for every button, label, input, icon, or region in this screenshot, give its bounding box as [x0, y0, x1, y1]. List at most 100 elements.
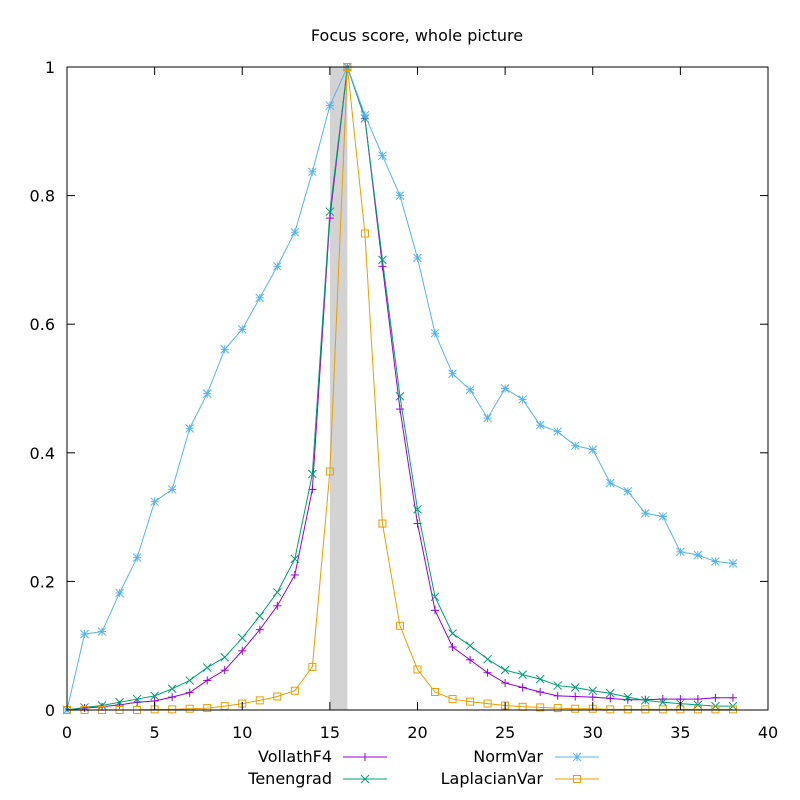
y-tick-label: 0.6 [30, 315, 55, 334]
data-point [606, 705, 615, 714]
data-point [273, 692, 282, 701]
data-point [676, 695, 685, 704]
legend-label: NormVar [473, 747, 543, 766]
data-point [465, 641, 475, 651]
data-point [290, 686, 299, 695]
data-point [483, 654, 492, 664]
x-tick-label: 20 [407, 723, 427, 742]
series-vollathf4 [63, 63, 737, 714]
data-point [518, 683, 527, 692]
x-tick-label: 0 [62, 723, 72, 742]
data-point [641, 705, 650, 714]
data-point [430, 592, 440, 602]
data-point [605, 688, 615, 698]
data-point [395, 191, 405, 200]
data-point [185, 704, 194, 713]
data-point [570, 683, 580, 692]
series-line [67, 66, 733, 711]
data-point [711, 705, 720, 714]
data-point [168, 705, 177, 714]
legend-item-normvar: NormVar [473, 747, 599, 766]
legend: VollathF4 Tenengrad NormVar LaplacianVar [247, 747, 599, 788]
data-point [115, 588, 124, 598]
legend-item-vollathf4: VollathF4 [258, 747, 387, 766]
x-tick-label: 40 [758, 723, 778, 742]
data-point [167, 485, 177, 494]
data-point [588, 693, 597, 702]
data-point [220, 344, 230, 354]
x-tick-label: 25 [495, 723, 515, 742]
data-point [237, 633, 247, 643]
data-point [448, 629, 457, 638]
data-point [203, 704, 212, 713]
data-point [500, 384, 510, 393]
data-point [483, 413, 492, 423]
series-tenengrad [62, 62, 738, 715]
data-point [361, 753, 369, 761]
data-point [80, 629, 89, 639]
y-tick-label: 0.8 [30, 187, 55, 206]
data-point [728, 705, 737, 714]
data-point [728, 559, 738, 568]
data-point [378, 255, 387, 265]
legend-label: LaplacianVar [441, 769, 544, 788]
data-point [728, 693, 737, 702]
data-point [307, 167, 317, 177]
data-point [290, 554, 300, 564]
series-line [66, 66, 733, 711]
data-point [150, 497, 159, 507]
data-point [711, 557, 720, 566]
data-point [203, 676, 212, 685]
data-point [676, 547, 685, 557]
data-point [536, 703, 545, 712]
data-point [202, 389, 212, 398]
data-point [553, 427, 563, 436]
data-point [255, 696, 264, 705]
data-point [237, 324, 247, 334]
data-point [307, 469, 317, 479]
series-layer [62, 62, 738, 715]
data-point [395, 405, 404, 414]
data-point [202, 663, 212, 672]
data-point [483, 668, 492, 677]
data-point [115, 697, 124, 707]
data-point [518, 395, 528, 404]
data-point [97, 701, 107, 710]
data-point [606, 694, 615, 703]
data-point [220, 652, 230, 662]
data-point [273, 601, 282, 610]
data-point [623, 692, 633, 702]
data-point [448, 369, 457, 379]
data-point [325, 207, 335, 217]
data-point [693, 700, 703, 710]
data-point [272, 587, 282, 597]
data-point [168, 693, 177, 702]
data-point [290, 570, 299, 579]
legend-label: Tenengrad [247, 769, 332, 788]
chart-title: Focus score, whole picture [311, 26, 523, 45]
data-point [571, 692, 580, 701]
data-point [693, 705, 702, 714]
data-point [360, 774, 370, 784]
data-point [272, 261, 282, 271]
data-point [536, 687, 545, 696]
data-point [238, 646, 247, 655]
data-point [573, 775, 581, 783]
data-point [185, 688, 194, 697]
data-point [500, 665, 510, 675]
data-point [466, 655, 475, 664]
data-point [431, 687, 440, 696]
data-point [255, 293, 265, 303]
data-point [167, 684, 177, 694]
y-tick-label: 1 [45, 58, 55, 77]
data-point [308, 662, 317, 671]
data-point [430, 328, 440, 338]
data-point [553, 691, 562, 700]
y-tick-label: 0 [45, 701, 55, 720]
y-tick-label: 0.2 [30, 572, 55, 591]
data-point [623, 705, 632, 714]
x-tick-label: 5 [150, 723, 160, 742]
data-point [325, 467, 334, 476]
data-point [395, 621, 404, 630]
